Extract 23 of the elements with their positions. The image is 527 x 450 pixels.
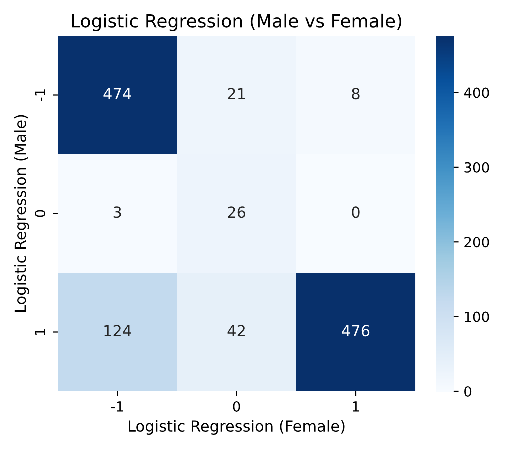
data-label: 26 (228, 206, 246, 218)
x-tick-label: 0 (233, 401, 240, 412)
y-tick-label: -1 (35, 90, 46, 102)
data-label: 474 (104, 88, 132, 100)
color-bar-label: 400 (464, 88, 490, 98)
color-bar-label: 200 (464, 237, 490, 248)
data-label: 21 (228, 88, 246, 100)
y-tick-label: 0 (35, 210, 46, 218)
data-label: 124 (104, 325, 132, 336)
data-label: 3 (114, 206, 122, 218)
color-bar-label: 300 (464, 162, 490, 173)
y-axis-title: Logistic Regression (Male) (14, 115, 30, 312)
color-bar-label: 0 (464, 386, 472, 397)
y-tick-label: 1 (35, 329, 46, 336)
color-bar-label: 100 (465, 312, 490, 322)
data-label: 42 (228, 325, 245, 336)
data-label: 8 (352, 88, 360, 100)
x-tick-label: -1 (111, 402, 124, 412)
x-tick-label: 1 (353, 402, 360, 412)
data-label: 0 (352, 206, 360, 218)
x-axis-title: Logistic Regression (Female) (129, 420, 345, 436)
data-label: 476 (342, 325, 370, 337)
chart-title: Logistic Regression (Male vs Female) (72, 14, 402, 32)
